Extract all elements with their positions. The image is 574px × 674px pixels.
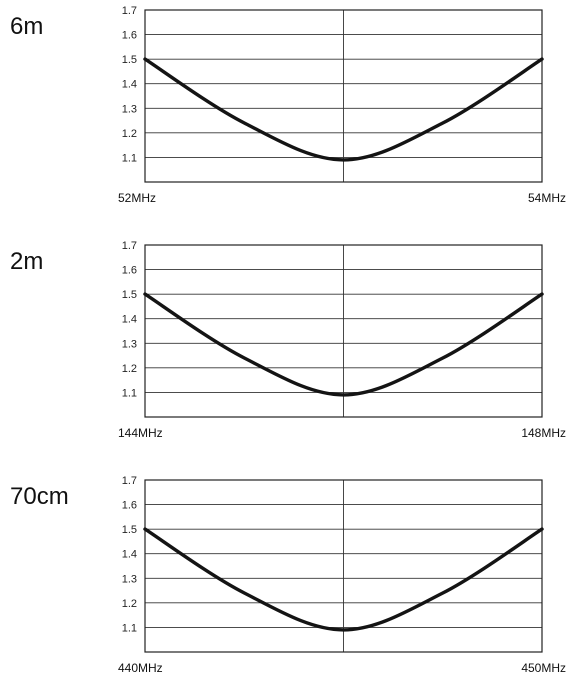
y-tick-label: 1.6 — [122, 30, 137, 42]
plot-frame — [144, 244, 543, 418]
swr-curve-2m — [143, 292, 544, 397]
y-tick-label: 1.4 — [122, 549, 137, 561]
y-tick-label: 1.7 — [122, 5, 137, 17]
y-tick-label: 1.5 — [122, 524, 137, 536]
y-tick-label: 1.3 — [122, 573, 137, 585]
band-label-6m: 6m — [10, 13, 43, 40]
x-tick-label-end: 450MHz — [521, 661, 566, 674]
x-tick-label-start: 440MHz — [118, 661, 163, 674]
y-tick-label: 1.3 — [122, 103, 137, 115]
y-tick-label: 1.5 — [122, 289, 137, 301]
y-tick-label: 1.7 — [122, 475, 137, 487]
y-tick-label: 1.2 — [122, 363, 137, 375]
y-tick-label: 1.6 — [122, 500, 137, 512]
swr-curve-70cm — [143, 527, 544, 632]
y-tick-label: 1.4 — [122, 79, 137, 91]
swr-curve-6m — [143, 57, 544, 162]
plot-frame — [144, 9, 543, 183]
band-label-2m: 2m — [10, 248, 43, 275]
y-tick-label: 1.4 — [122, 314, 137, 326]
band-label-70cm: 70cm — [10, 483, 69, 510]
y-tick-label: 1.7 — [122, 240, 137, 252]
y-tick-label: 1.6 — [122, 265, 137, 277]
plot-frame — [144, 479, 543, 653]
y-tick-label: 1.5 — [122, 54, 137, 66]
y-tick-label: 1.2 — [122, 598, 137, 610]
x-tick-label-end: 54MHz — [528, 191, 566, 205]
y-tick-label: 1.1 — [122, 152, 137, 164]
y-tick-label: 1.3 — [122, 338, 137, 350]
x-tick-label-start: 52MHz — [118, 191, 156, 205]
y-tick-label: 1.2 — [122, 128, 137, 140]
y-tick-label: 1.1 — [122, 387, 137, 399]
x-tick-label-end: 148MHz — [521, 426, 566, 440]
x-tick-label-start: 144MHz — [118, 426, 163, 440]
y-tick-label: 1.1 — [122, 622, 137, 634]
